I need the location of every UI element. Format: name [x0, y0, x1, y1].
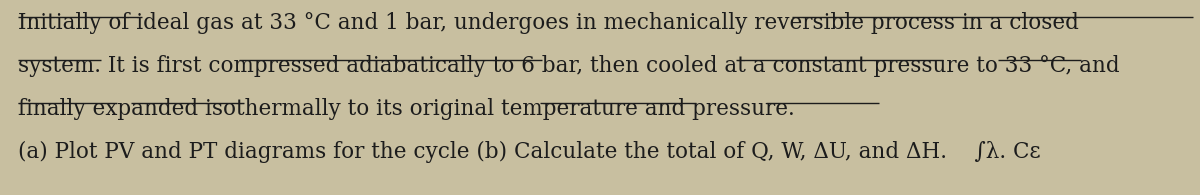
Text: finally expanded isothermally to its original temperature and pressure.: finally expanded isothermally to its ori… [18, 98, 794, 120]
Text: (a) Plot PV and PT diagrams for the cycle (b) Calculate the total of Q, W, ΔU, a: (a) Plot PV and PT diagrams for the cycl… [18, 141, 1040, 163]
Text: Initially of ideal gas at 33 °C and 1 bar, undergoes in mechanically reversible : Initially of ideal gas at 33 °C and 1 ba… [18, 12, 1079, 34]
Text: system. It is first compressed adiabatically to 6 bar, then cooled at a constant: system. It is first compressed adiabatic… [18, 55, 1120, 77]
